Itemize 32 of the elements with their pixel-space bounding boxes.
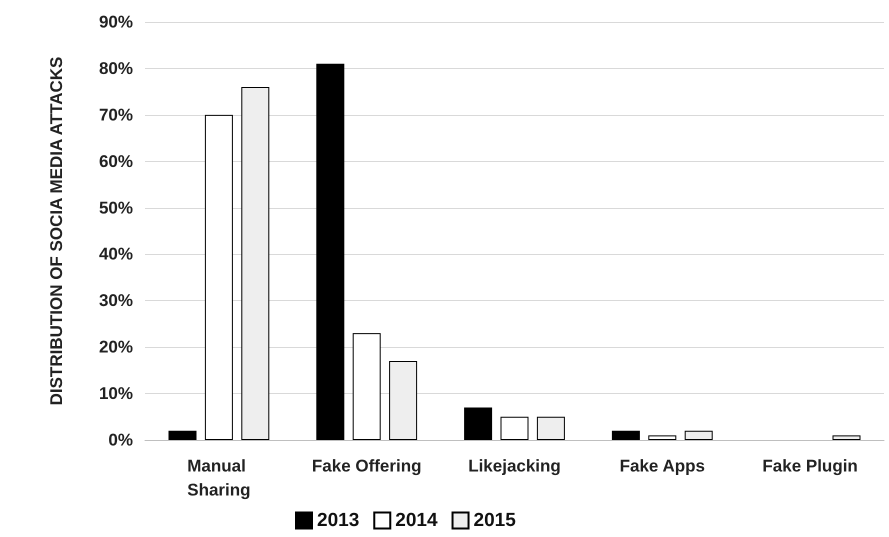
y-tick-label: 40% [98, 244, 133, 264]
bar [241, 87, 270, 440]
bar [612, 430, 640, 440]
x-tick-label: Manual Sharing [187, 456, 251, 500]
y-tick-label: 0% [108, 430, 133, 450]
x-tick-label: Fake Plugin [762, 456, 858, 476]
bar [389, 361, 418, 440]
bar [832, 435, 860, 440]
x-tick-label: Fake Apps [620, 456, 705, 476]
y-tick-label: 30% [98, 291, 133, 310]
bar [536, 416, 565, 440]
bar [464, 407, 492, 440]
y-tick-label: 50% [98, 198, 133, 218]
bar [316, 64, 344, 440]
bar [684, 430, 713, 440]
bar [648, 435, 676, 440]
bar [500, 416, 528, 440]
legend-label: 2015 [474, 510, 516, 531]
y-tick-label: 60% [98, 152, 133, 171]
x-tick-label: Fake Offering [312, 456, 422, 476]
y-tick-label: 10% [98, 384, 133, 404]
legend-label: 2013 [317, 510, 360, 531]
y-tick-label: 80% [98, 58, 133, 78]
bar [168, 430, 196, 440]
bar [352, 333, 381, 440]
legend-label: 2014 [395, 510, 438, 531]
y-tick-label: 90% [98, 12, 133, 32]
y-tick-label: 20% [98, 338, 133, 357]
y-tick-label: 70% [98, 105, 133, 124]
bar [204, 114, 233, 440]
y-axis-title: DISTRIBUTION OF SOCIA MEDIA ATTACKS [47, 56, 66, 406]
x-tick-label: Likejacking [468, 456, 561, 476]
